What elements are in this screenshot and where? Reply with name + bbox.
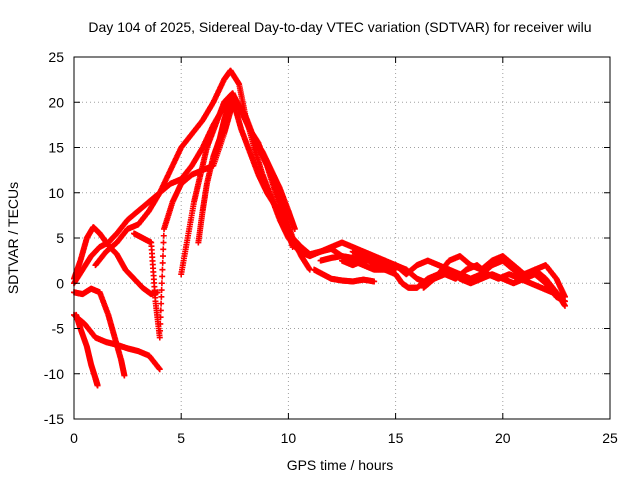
chart-title: Day 104 of 2025, Sidereal Day-to-day VTE… xyxy=(88,19,591,35)
data-point xyxy=(157,314,164,321)
series-prn-d xyxy=(71,285,128,379)
data-point xyxy=(559,293,566,300)
data-point xyxy=(561,298,568,305)
data-point xyxy=(121,372,128,379)
data-point xyxy=(158,300,165,307)
x-axis-label: GPS time / hours xyxy=(287,457,394,473)
data-point xyxy=(157,307,164,314)
data-point xyxy=(156,366,163,373)
data-point xyxy=(158,293,165,300)
x-tick-label: 15 xyxy=(388,430,404,446)
y-axis-label: SDTVAR / TECUs xyxy=(5,182,21,294)
data-point xyxy=(94,382,101,389)
data-point xyxy=(159,266,166,273)
y-tick-label: 25 xyxy=(48,49,64,65)
data-point xyxy=(159,253,166,260)
series-prn-i xyxy=(195,94,296,251)
y-axis-ticks: -15 -10 -5 0 5 10 15 20 25 xyxy=(44,49,610,427)
series-prn-n xyxy=(420,262,566,300)
data-point xyxy=(289,244,296,251)
data-point xyxy=(159,273,166,280)
y-tick-label: -10 xyxy=(44,366,64,382)
data-point xyxy=(160,246,167,253)
x-tick-label: 0 xyxy=(70,430,78,446)
y-tick-label: 20 xyxy=(48,94,64,110)
data-point xyxy=(159,259,166,266)
data-point xyxy=(157,320,164,327)
y-tick-label: -15 xyxy=(44,411,64,427)
series-prn-m xyxy=(349,248,568,305)
data-point xyxy=(156,334,163,341)
x-tick-label: 10 xyxy=(281,430,297,446)
y-tick-label: 10 xyxy=(48,185,64,201)
x-tick-label: 20 xyxy=(495,430,511,446)
y-tick-label: 5 xyxy=(56,230,64,246)
data-point xyxy=(160,239,167,246)
x-tick-label: 5 xyxy=(177,430,185,446)
series-prn-j xyxy=(311,266,378,285)
data-point xyxy=(158,287,165,294)
data-point xyxy=(157,327,164,334)
data-point xyxy=(158,280,165,287)
y-tick-label: -5 xyxy=(52,321,65,337)
data-point xyxy=(371,278,378,285)
x-axis-ticks: 0 5 10 15 20 25 xyxy=(70,57,618,446)
y-tick-label: 0 xyxy=(56,275,64,291)
series-prn-c xyxy=(73,311,101,389)
y-tick-label: 15 xyxy=(48,140,64,156)
x-tick-label: 25 xyxy=(602,430,618,446)
data-point xyxy=(160,232,167,239)
data-points xyxy=(71,67,568,389)
